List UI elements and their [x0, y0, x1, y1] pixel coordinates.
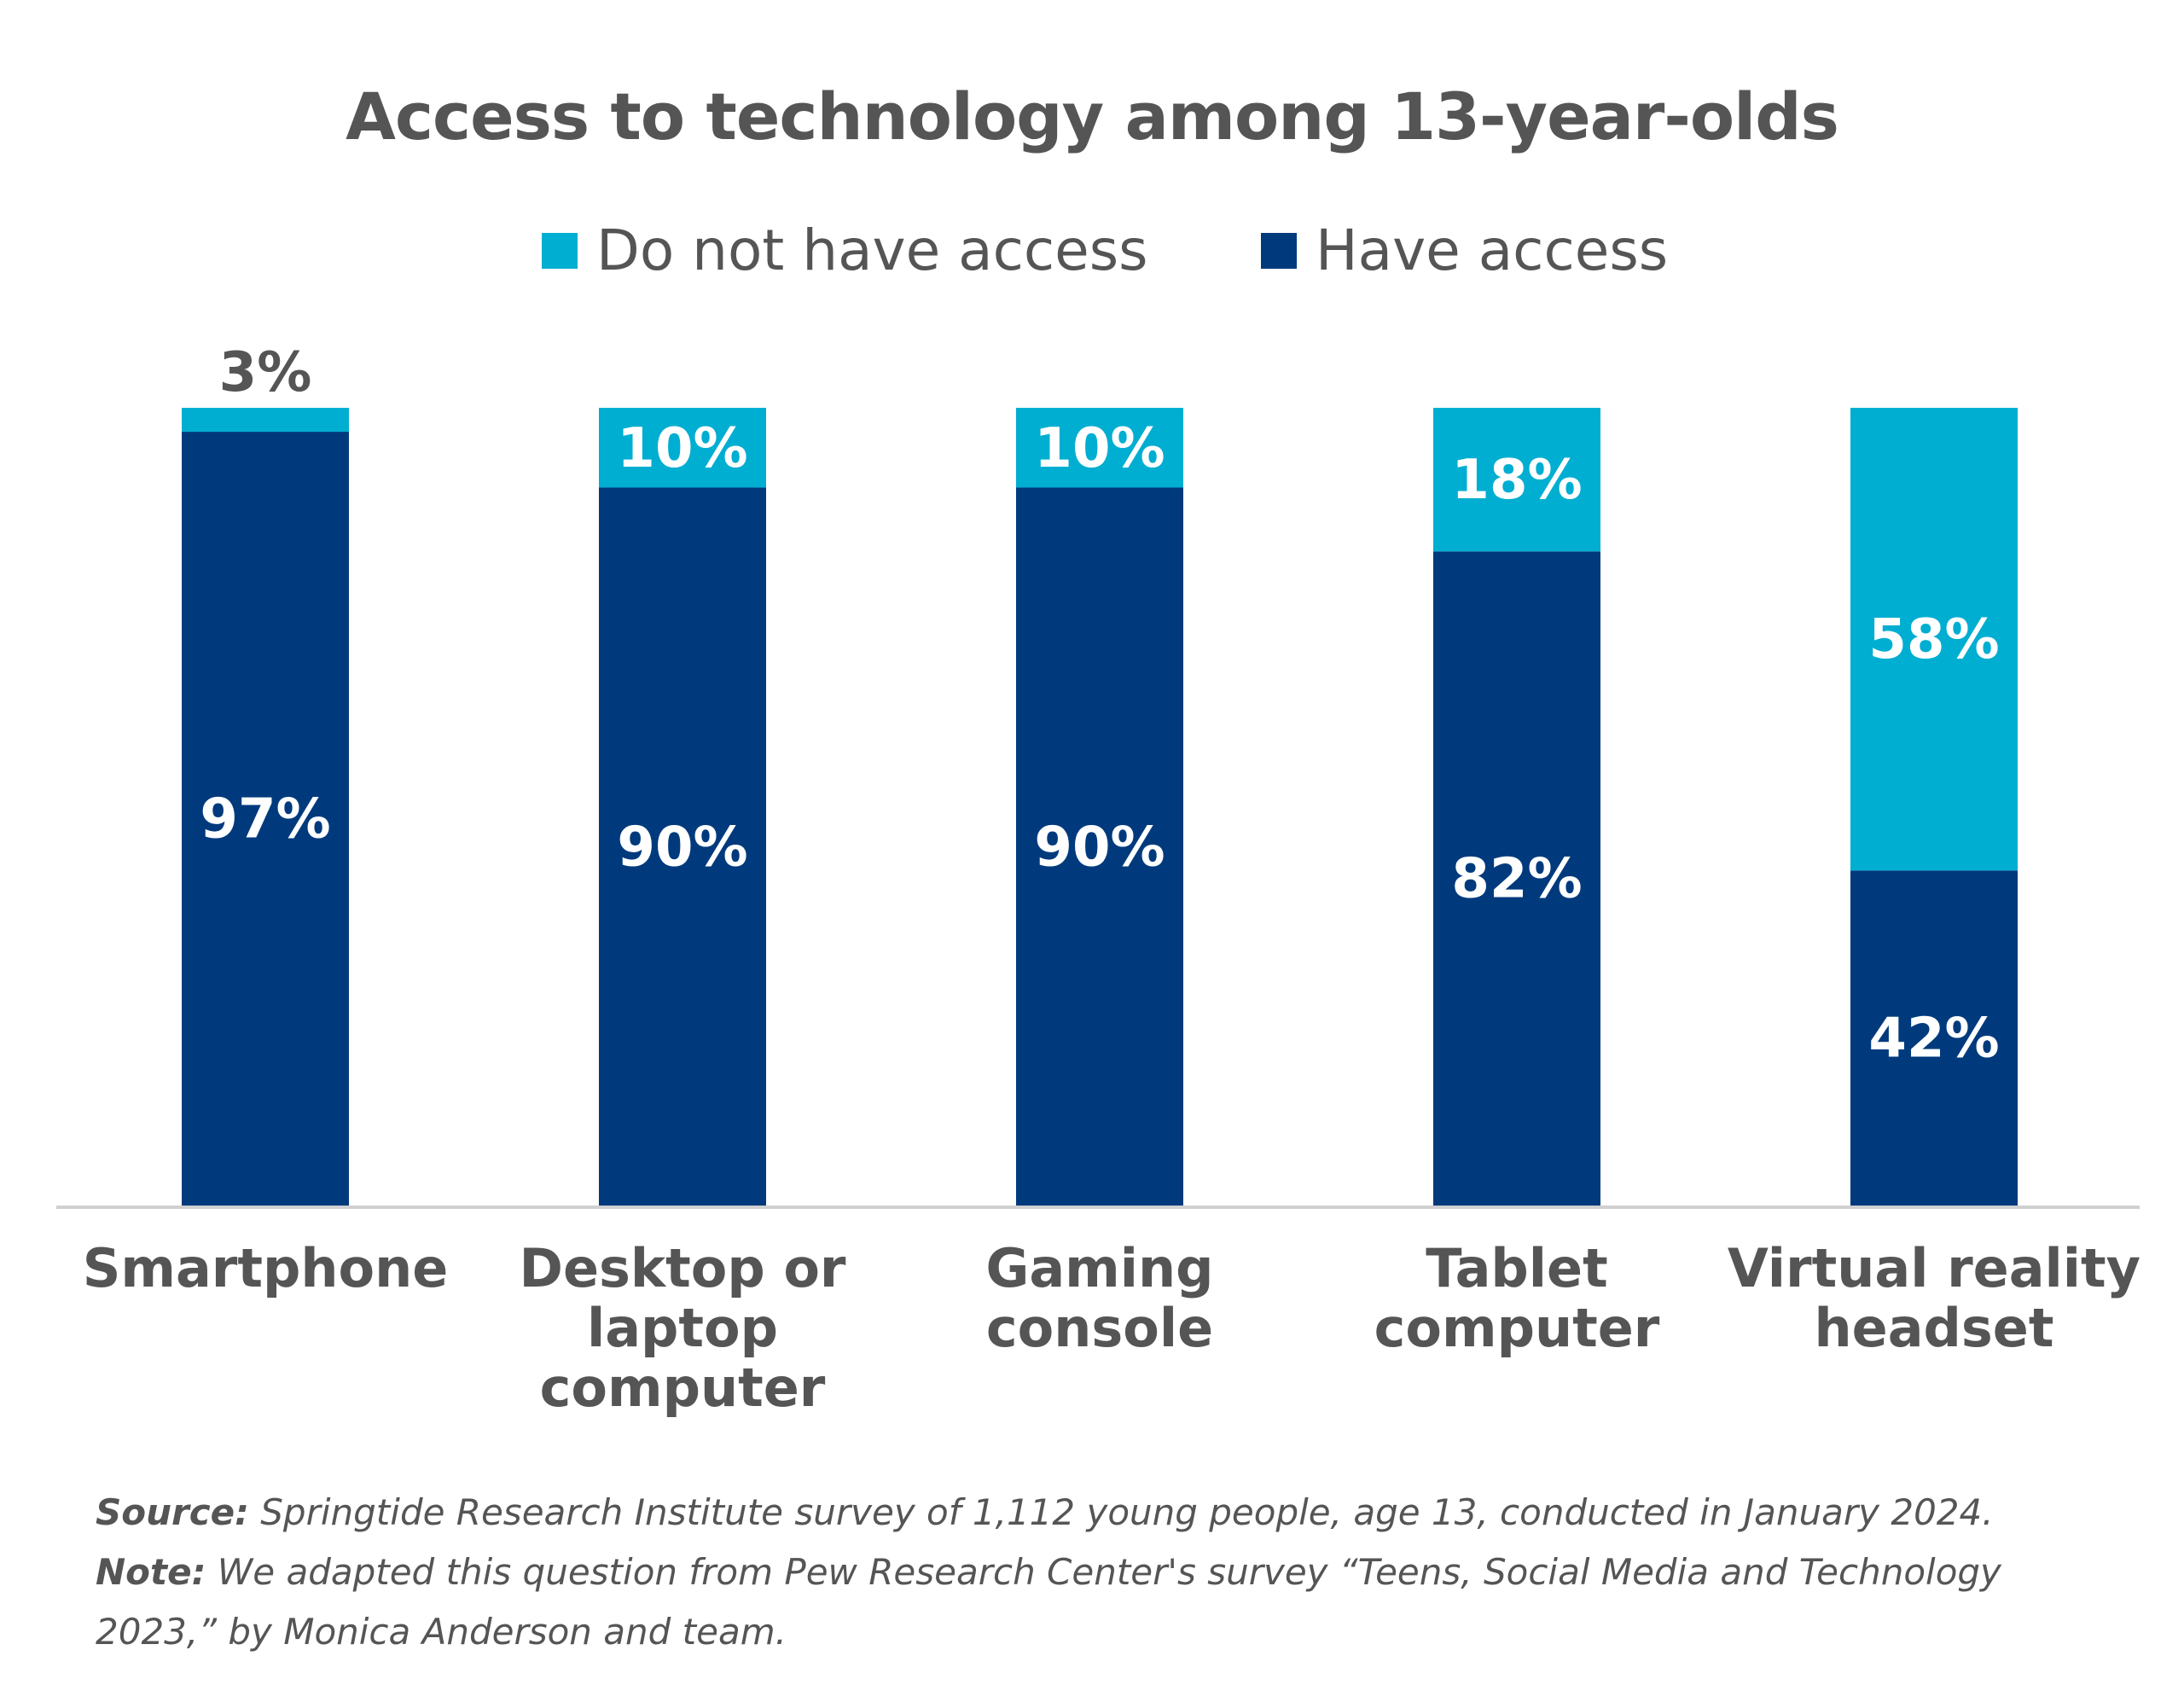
category-label-0-0: Smartphone [83, 1237, 449, 1299]
legend-swatch-no-access [542, 232, 578, 269]
bar-have-access-2 [1016, 487, 1183, 1206]
value-label-no-access-3: 18% [1451, 449, 1582, 512]
source-label: Source: [96, 1491, 249, 1533]
category-label-3-1: computer [1374, 1297, 1660, 1359]
value-label-have-access-3: 82% [1451, 848, 1582, 911]
category-label-3-0: Tablet [1426, 1237, 1607, 1299]
bar-have-access-4 [1850, 870, 2018, 1206]
category-label-1-2: computer [540, 1357, 826, 1419]
category-label-2-0: Gaming [985, 1237, 1213, 1299]
note-text: We adapted this question from Pew Resear… [96, 1551, 2001, 1653]
category-label-1-1: laptop [587, 1297, 778, 1359]
value-label-have-access-1: 90% [617, 816, 747, 879]
legend-label-access: Have access [1316, 218, 1669, 283]
bar-have-access-0 [182, 432, 349, 1206]
bar-no-access-4 [1850, 408, 2018, 871]
note-label: Note: [96, 1551, 206, 1593]
value-label-have-access-4: 42% [1868, 1008, 1999, 1071]
bar-have-access-3 [1433, 551, 1600, 1206]
category-label-2-1: console [986, 1297, 1213, 1359]
source-line: Source: Springtide Research Institute su… [96, 1483, 2126, 1543]
value-label-no-access-2: 10% [1034, 417, 1165, 480]
value-label-no-access-4: 58% [1868, 608, 1999, 671]
category-label-4-0: Virtual reality [1728, 1237, 2140, 1299]
value-label-have-access-2: 90% [1034, 816, 1165, 879]
bar-no-access-3 [1433, 408, 1600, 552]
legend-item-no-access: Do not have access [542, 218, 1148, 283]
legend-swatch-access [1261, 232, 1297, 269]
source-text: Springtide Research Institute survey of … [260, 1491, 1994, 1533]
category-label-1-0: Desktop or [519, 1237, 845, 1299]
category-label-4-1: headset [1815, 1297, 2054, 1359]
value-label-have-access-0: 97% [200, 788, 330, 851]
bar-no-access-0 [182, 408, 349, 433]
note-line: Note: We adapted this question from Pew … [96, 1543, 2126, 1662]
bar-have-access-1 [599, 487, 766, 1206]
legend-label-no-access: Do not have access [596, 218, 1148, 283]
chart-title: Access to technology among 13-year-olds [346, 78, 1839, 154]
value-label-no-access-0: 3% [219, 341, 312, 404]
bar-no-access-2 [1016, 408, 1183, 488]
value-label-no-access-1: 10% [617, 417, 747, 480]
legend: Do not have access Have access [0, 218, 2184, 286]
footnotes: Source: Springtide Research Institute su… [96, 1483, 2126, 1662]
legend-item-access: Have access [1261, 218, 1668, 283]
bar-no-access-1 [599, 408, 766, 488]
